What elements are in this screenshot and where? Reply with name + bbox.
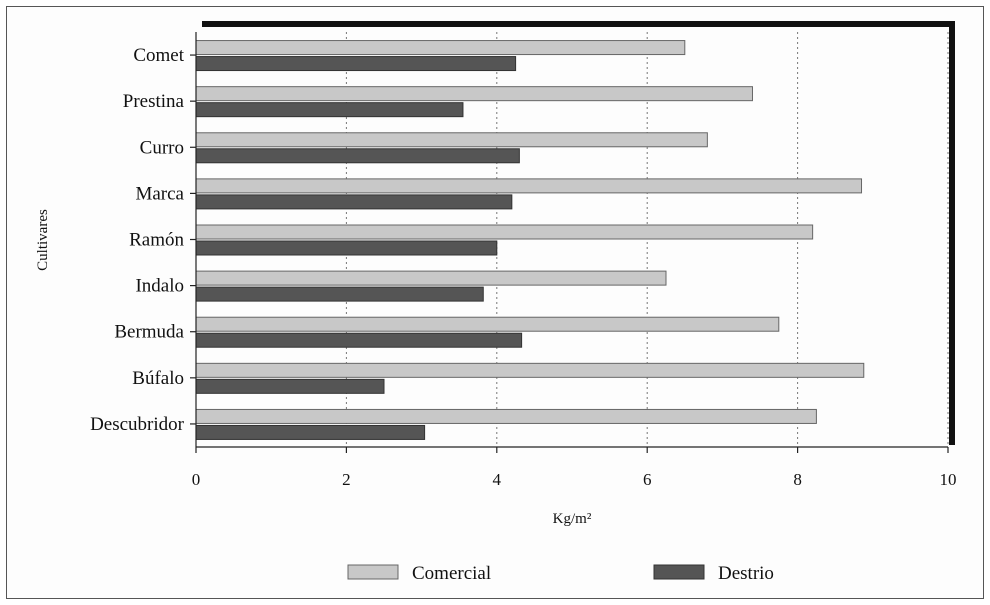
bar-comercial-indalo (195, 270, 667, 286)
bar-comercial-ramon (195, 224, 814, 240)
x-tick-label-4: 4 (493, 470, 502, 489)
bar-destrio-bufalo (195, 378, 385, 394)
x-axis-title: Kg/m² (553, 511, 592, 527)
category-label-descubridor: Descubridor (90, 414, 185, 435)
legend-swatch-destrio (653, 564, 705, 580)
category-label-curro: Curro (140, 137, 184, 158)
bar-destrio-descubridor (195, 424, 426, 440)
plot-frame-shadow (202, 21, 955, 445)
bar-destrio-comet (195, 56, 517, 72)
bar-destrio-bermuda (195, 332, 523, 348)
legend-label-comercial: Comercial (412, 563, 491, 584)
x-tick-label-2: 2 (342, 470, 351, 489)
y-axis-title: Cultivares (35, 209, 51, 271)
category-labels: Comet Prestina Curro Marca Ramón Indalo Bermud… (90, 45, 196, 435)
bar-destrio-ramon (195, 240, 498, 256)
bar-comercial-bufalo (195, 362, 865, 378)
bar-comercial-curro (195, 132, 708, 148)
bar-destrio-curro (195, 148, 520, 164)
bar-destrio-prestina (195, 102, 464, 118)
legend: Comercial Destrio (347, 563, 774, 584)
x-tick-label-10: 10 (940, 470, 957, 489)
bar-chart: 0 2 4 6 8 10 Comet Prestina Curro Marca Ramón Inda… (35, 21, 957, 584)
bar-comercial-descubridor (195, 408, 817, 424)
x-tick-label-0: 0 (192, 470, 201, 489)
category-label-ramon: Ramón (129, 230, 184, 251)
bar-comercial-prestina (195, 86, 753, 102)
chart-figure: 0 2 4 6 8 10 Comet Prestina Curro Marca Ramón Inda… (6, 6, 984, 599)
category-label-indalo: Indalo (135, 276, 184, 297)
bar-destrio-indalo (195, 286, 484, 302)
category-label-marca: Marca (135, 183, 184, 204)
bar-comercial-bermuda (195, 316, 780, 332)
x-ticks: 0 2 4 6 8 10 (192, 447, 957, 489)
category-label-prestina: Prestina (123, 91, 185, 112)
bar-destrio-marca (195, 194, 513, 210)
x-tick-label-8: 8 (793, 470, 802, 489)
category-label-bufalo: Búfalo (132, 368, 184, 389)
category-label-bermuda: Bermuda (114, 322, 184, 343)
bar-comercial-marca (195, 178, 863, 194)
bars-group (195, 40, 865, 440)
legend-swatch-comercial (347, 564, 399, 580)
legend-label-destrio: Destrio (718, 563, 774, 584)
bar-comercial-comet (195, 40, 686, 56)
category-label-comet: Comet (133, 45, 184, 66)
x-tick-label-6: 6 (643, 470, 652, 489)
